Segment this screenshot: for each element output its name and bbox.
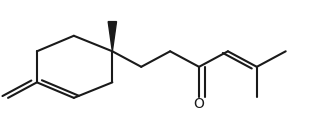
Text: O: O [194, 97, 204, 111]
Polygon shape [108, 22, 117, 51]
